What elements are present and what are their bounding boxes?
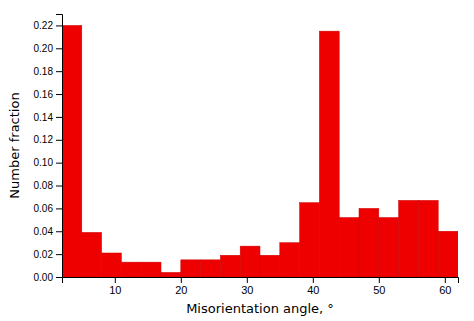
x-tick-label: 30 — [241, 284, 253, 296]
x-tick-mark — [445, 277, 446, 283]
bar — [82, 232, 102, 277]
x-tick: 50 — [373, 277, 385, 296]
x-axis-title: Misorientation angle, ° — [186, 301, 334, 316]
y-tick: 0.16 — [34, 89, 62, 100]
bar — [62, 25, 82, 277]
y-tick-mark — [56, 71, 62, 72]
y-tick-mark — [56, 48, 62, 49]
y-tick-label: 0.00 — [34, 272, 54, 283]
y-axis-title: Number fraction — [7, 92, 22, 198]
bar — [438, 231, 458, 277]
y-tick-mark — [56, 186, 62, 187]
y-tick-mark — [56, 208, 62, 209]
x-tick-mark — [181, 277, 182, 283]
y-tick-mark — [56, 163, 62, 164]
y-tick-label: 0.20 — [34, 43, 54, 54]
y-tick: 0.10 — [34, 157, 62, 168]
y-axis: 0.00 0.02 0.04 0.06 0.08 0.10 0.12 0.14 0.16 0.18… — [34, 15, 63, 283]
x-tick-mark — [115, 277, 116, 283]
x-tick: 10 — [109, 277, 121, 296]
y-tick: 0.20 — [34, 43, 62, 54]
bar — [339, 218, 359, 277]
y-tick-label: 0.10 — [34, 157, 54, 168]
y-tick: 0.06 — [34, 203, 62, 214]
y-tick: 0.00 — [34, 272, 62, 283]
chart: 10 20 30 40 50 60 0.00 0.02 0.04 0.06 0.08 0.10 0.12… — [0, 0, 474, 321]
y-tick-mark — [56, 254, 62, 255]
y-tick-mark — [56, 94, 62, 95]
y-tick: 0.14 — [34, 112, 62, 123]
bar — [300, 203, 320, 277]
y-tick-mark — [56, 140, 62, 141]
x-tick: 60 — [439, 277, 451, 296]
y-tick: 0.22 — [34, 20, 62, 31]
bar — [161, 272, 181, 277]
x-tick-mark — [313, 277, 314, 283]
plot: 10 20 30 40 50 60 0.00 0.02 0.04 0.06 0.08 0.10 0.12… — [34, 15, 459, 296]
bar — [141, 262, 161, 277]
bar — [181, 260, 201, 277]
x-tick-label: 20 — [175, 284, 187, 296]
bar — [379, 218, 399, 277]
y-tick-label: 0.04 — [34, 226, 54, 237]
y-tick-label: 0.02 — [34, 249, 54, 260]
bar — [102, 253, 122, 277]
bar — [399, 200, 419, 277]
y-axis-line — [56, 15, 63, 278]
bar — [359, 208, 379, 277]
x-tick: 20 — [175, 277, 187, 296]
y-tick-label: 0.18 — [34, 66, 54, 77]
y-tick-mark — [56, 25, 62, 26]
y-tick-mark — [56, 117, 62, 118]
bar — [280, 243, 300, 277]
bar — [319, 31, 339, 277]
y-tick-label: 0.16 — [34, 89, 54, 100]
x-tick-label: 40 — [307, 284, 319, 296]
y-tick: 0.04 — [34, 226, 62, 237]
bar — [260, 255, 280, 277]
y-tick: 0.02 — [34, 249, 62, 260]
bar — [201, 260, 221, 277]
x-tick: 30 — [241, 277, 253, 296]
bar — [418, 200, 438, 277]
x-tick-label: 60 — [439, 284, 451, 296]
y-tick-label: 0.14 — [34, 112, 54, 123]
x-axis-line — [63, 278, 459, 284]
bar — [220, 255, 240, 277]
y-tick-mark — [56, 277, 62, 278]
x-tick-mark — [247, 277, 248, 283]
x-axis: 10 20 30 40 50 60 — [63, 277, 459, 296]
y-tick-label: 0.12 — [34, 134, 54, 145]
y-tick: 0.12 — [34, 134, 62, 145]
x-tick: 40 — [307, 277, 319, 296]
y-tick: 0.08 — [34, 180, 62, 191]
y-tick-label: 0.06 — [34, 203, 54, 214]
y-tick-label: 0.22 — [34, 20, 54, 31]
x-tick-mark — [379, 277, 380, 283]
bars — [62, 25, 458, 277]
y-tick-mark — [56, 231, 62, 232]
bar — [240, 246, 260, 277]
x-tick-label: 10 — [109, 284, 121, 296]
y-tick: 0.18 — [34, 66, 62, 77]
y-tick-label: 0.08 — [34, 180, 54, 191]
x-tick-label: 50 — [373, 284, 385, 296]
bar — [121, 262, 141, 277]
